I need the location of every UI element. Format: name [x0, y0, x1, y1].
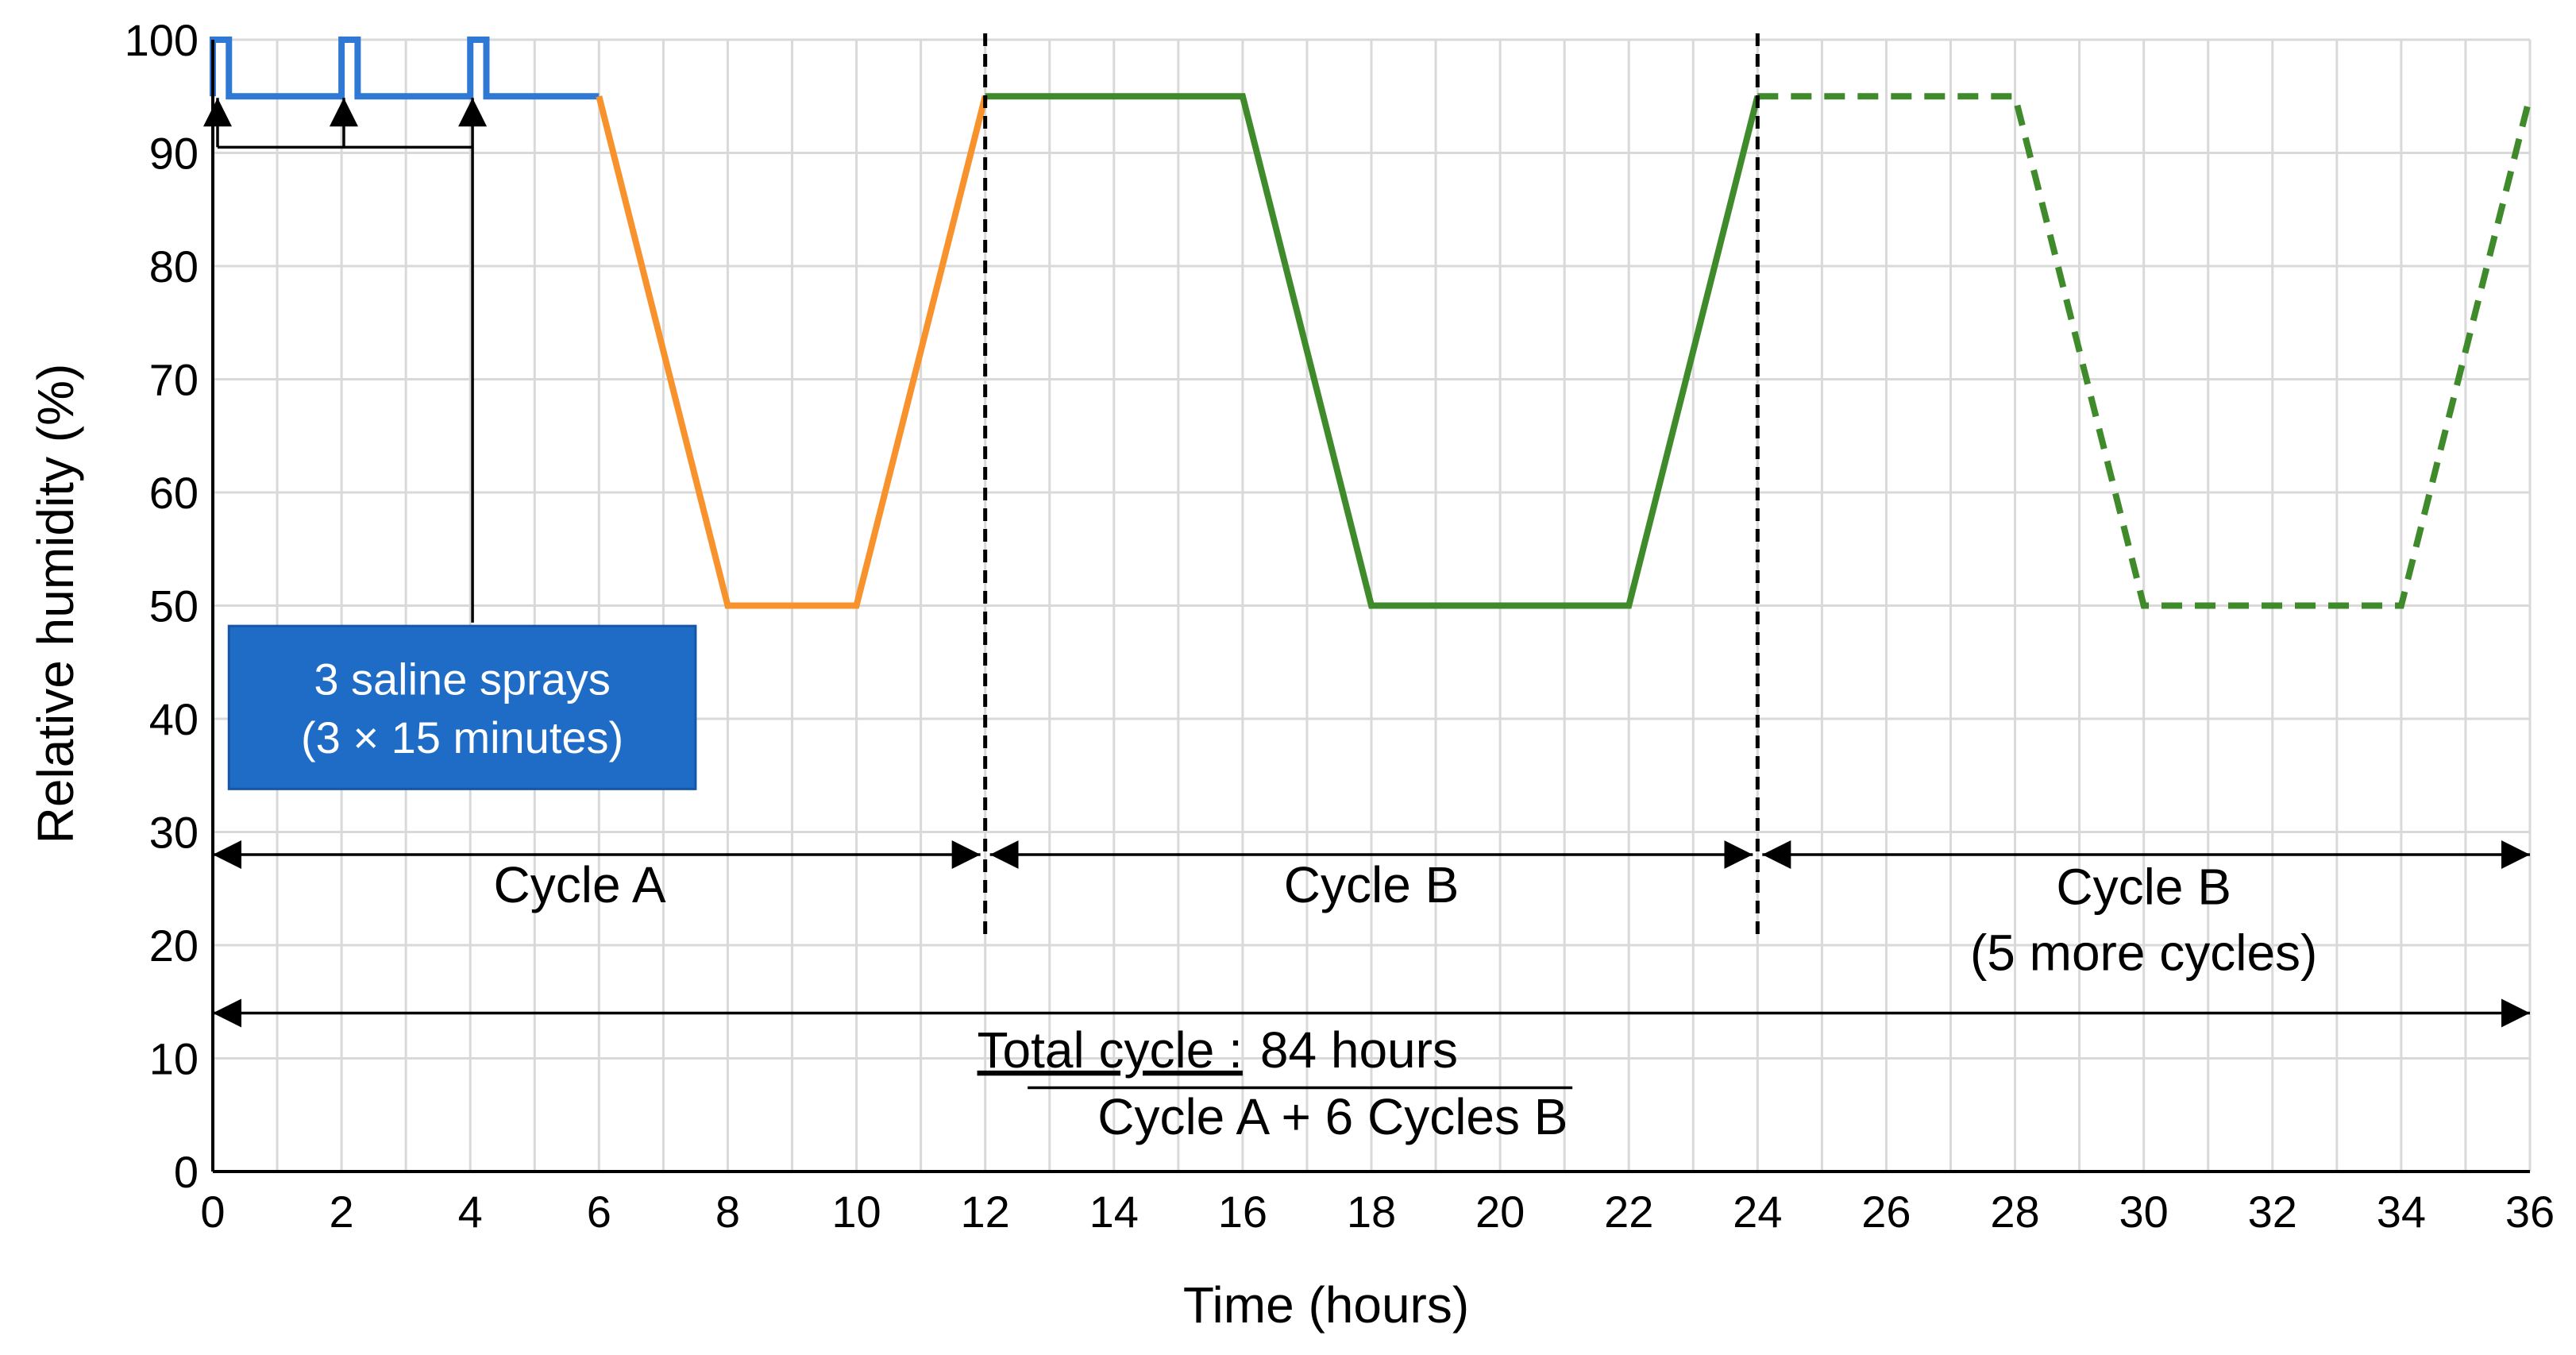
total-cycle-value: 84 hours	[1260, 1021, 1458, 1079]
series-line	[985, 93, 1761, 609]
x-tick-label: 22	[1604, 1187, 1653, 1237]
x-tick-label: 18	[1347, 1187, 1396, 1237]
spray-box-line2: (3 × 15 minutes)	[301, 712, 623, 762]
x-tick-label: 8	[715, 1187, 740, 1237]
y-tick-label: 100	[125, 15, 199, 65]
x-axis-title: Time (hours)	[1183, 1276, 1469, 1334]
spray-box-line1: 3 saline sprays	[314, 654, 611, 704]
x-tick-label: 28	[1990, 1187, 2039, 1237]
x-tick-label: 0	[200, 1187, 225, 1237]
x-tick-label: 30	[2119, 1187, 2169, 1237]
x-tick-label: 6	[587, 1187, 611, 1237]
series-line	[596, 95, 989, 609]
cycle-b-more-label: Cycle B	[2056, 859, 2231, 916]
series-line	[210, 37, 600, 100]
cycle-b-label: Cycle B	[1284, 856, 1460, 913]
x-tick-label: 10	[831, 1187, 881, 1237]
x-tick-label: 4	[458, 1187, 483, 1237]
y-tick-label: 30	[149, 808, 199, 858]
total-cycle-formula: Cycle A + 6 Cycles B	[1097, 1088, 1568, 1145]
y-tick-label: 60	[149, 468, 199, 518]
y-tick-label: 40	[149, 694, 199, 744]
y-axis-title: Relative humidity (%)	[27, 364, 84, 844]
y-tick-label: 10	[149, 1034, 199, 1084]
tick-labels: 0 2 4 6 8 10 12 14 16 18 20 22 24 26 28 30 32 34 360102030…	[125, 15, 2555, 1237]
y-tick-label: 90	[149, 129, 199, 179]
spray-info-box	[227, 624, 697, 790]
series	[210, 37, 2533, 609]
x-tick-label: 16	[1218, 1187, 1267, 1237]
x-tick-label: 26	[1861, 1187, 1911, 1237]
cycle-a-label: Cycle A	[494, 856, 666, 913]
y-tick-label: 0	[174, 1147, 199, 1197]
x-tick-label: 36	[2505, 1187, 2555, 1237]
total-cycle-label: Total cycle :	[978, 1021, 1243, 1079]
x-tick-label: 24	[1733, 1187, 1782, 1237]
y-tick-label: 70	[149, 355, 199, 405]
cycle-b-more-sublabel: (5 more cycles)	[1970, 924, 2317, 981]
x-tick-label: 14	[1089, 1187, 1139, 1237]
x-tick-label: 12	[961, 1187, 1010, 1237]
series-line	[1757, 93, 2533, 609]
y-tick-label: 50	[149, 581, 199, 631]
x-tick-label: 2	[330, 1187, 354, 1237]
x-tick-label: 34	[2377, 1187, 2426, 1237]
x-tick-label: 32	[2248, 1187, 2297, 1237]
y-tick-label: 80	[149, 241, 199, 291]
annotations: 3 saline sprays (3 × 15 minutes) Cycle A Cy…	[203, 33, 2530, 1173]
y-tick-label: 20	[149, 921, 199, 971]
x-tick-label: 20	[1475, 1187, 1525, 1237]
